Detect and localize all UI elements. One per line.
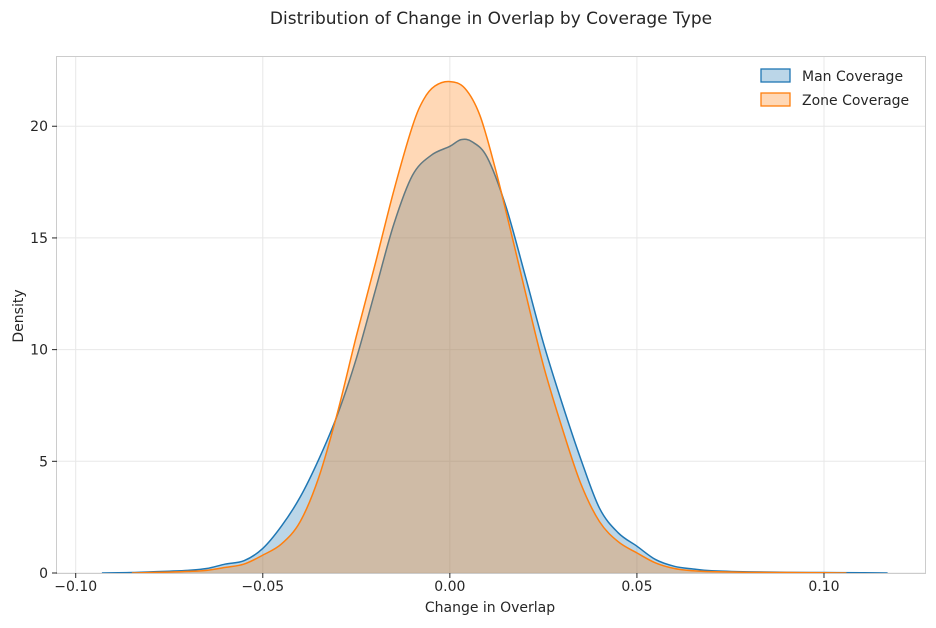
legend-swatch-zone-coverage (760, 92, 791, 107)
y-tick-label: 20 (30, 119, 48, 135)
plot-frame (56, 56, 926, 574)
legend-label-zone-coverage: Zone Coverage (802, 93, 909, 109)
x-tick-label: 0.00 (434, 579, 465, 595)
y-tick-label: 15 (30, 231, 48, 247)
legend-label-man-coverage: Man Coverage (802, 69, 903, 85)
density-areas (101, 80, 888, 574)
x-tick-label: 0.05 (621, 579, 652, 595)
density-fill-zone-coverage (131, 81, 847, 573)
y-tick-label: 0 (39, 566, 48, 582)
legend-swatch-man-coverage (760, 68, 791, 83)
x-tick-label: −0.10 (54, 579, 97, 595)
x-axis-ticks: −0.10 −0.05 0.00 0.05 0.10 (54, 573, 840, 595)
density-line-zone-coverage (131, 80, 847, 574)
x-tick-label: 0.10 (808, 579, 839, 595)
y-axis-ticks: 0 5 10 15 20 (30, 119, 57, 582)
density-fill-man-coverage (101, 139, 888, 573)
y-axis-label: Density (11, 289, 27, 342)
chart-title: Distribution of Change in Overlap by Cov… (270, 9, 712, 29)
y-tick-label: 10 (30, 343, 48, 359)
x-tick-label: −0.05 (241, 579, 284, 595)
density-line-man-coverage (101, 138, 888, 574)
legend: Man Coverage Zone Coverage (760, 68, 909, 109)
x-axis-label: Change in Overlap (425, 600, 555, 616)
y-tick-label: 5 (39, 454, 48, 470)
